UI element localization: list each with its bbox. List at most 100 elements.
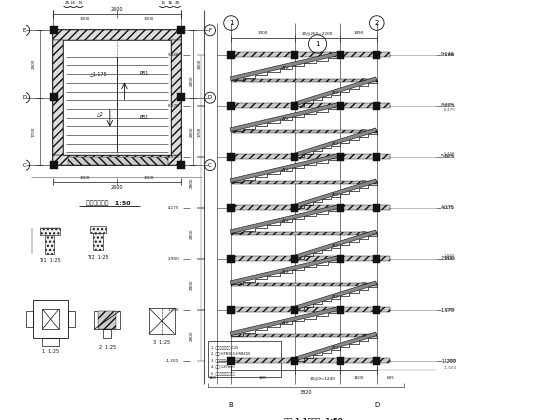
Bar: [104, 329, 111, 338]
Text: 3. 保护层厚度:15mm: 3. 保护层厚度:15mm: [211, 358, 239, 362]
Polygon shape: [293, 77, 377, 106]
Polygon shape: [230, 102, 340, 131]
Bar: [337, 357, 344, 365]
Text: TZI: TZI: [360, 231, 366, 236]
Bar: [178, 26, 185, 34]
Text: 5.875: 5.875: [441, 155, 455, 160]
Text: 4.175: 4.175: [441, 205, 455, 210]
Text: 2900: 2900: [190, 228, 194, 239]
Bar: [227, 357, 235, 365]
Text: 1.170: 1.170: [444, 308, 455, 312]
Text: 1: 1: [315, 41, 320, 47]
Text: TI2  1:25: TI2 1:25: [87, 255, 109, 260]
Bar: [337, 306, 344, 314]
Polygon shape: [230, 153, 340, 182]
Bar: [94, 234, 102, 250]
Bar: [178, 93, 185, 101]
Bar: [231, 79, 377, 82]
Text: -1.200: -1.200: [444, 359, 456, 363]
Bar: [337, 255, 344, 262]
Bar: [227, 255, 235, 262]
Text: AT2: AT2: [332, 193, 339, 197]
Polygon shape: [230, 255, 340, 284]
Text: F: F: [208, 28, 212, 33]
Text: 2900: 2900: [190, 126, 194, 136]
Polygon shape: [293, 332, 377, 361]
Bar: [373, 102, 380, 110]
Text: 3  1:25: 3 1:25: [153, 340, 170, 345]
Text: 605: 605: [386, 376, 394, 381]
Text: 120: 120: [259, 376, 267, 381]
Polygon shape: [230, 51, 340, 80]
Bar: [68, 157, 168, 165]
Bar: [231, 307, 390, 312]
Text: N: N: [78, 1, 81, 5]
Text: AT2: AT2: [332, 91, 339, 95]
Text: -1.200: -1.200: [166, 359, 179, 363]
Text: 8.375: 8.375: [444, 108, 455, 113]
Text: 1300: 1300: [144, 176, 154, 180]
Polygon shape: [293, 179, 377, 208]
Text: 9.146: 9.146: [444, 53, 455, 57]
Text: TZI: TZI: [360, 79, 366, 82]
Text: 3820: 3820: [300, 391, 312, 395]
Bar: [337, 153, 344, 160]
Bar: [50, 93, 58, 101]
Text: E: E: [22, 28, 26, 33]
Bar: [43, 338, 59, 346]
Bar: [231, 232, 377, 235]
Text: 160: 160: [209, 376, 217, 381]
Text: TI1  1:25: TI1 1:25: [39, 258, 60, 263]
Bar: [227, 51, 235, 58]
Text: AT2: AT2: [282, 168, 290, 172]
Text: AT2: AT2: [332, 295, 339, 299]
Bar: [90, 226, 106, 234]
Bar: [291, 153, 298, 160]
Bar: [53, 155, 181, 165]
Text: 1: 1: [229, 20, 234, 26]
Bar: [68, 311, 75, 327]
Text: 1300: 1300: [80, 17, 90, 21]
Text: 5.875: 5.875: [167, 155, 179, 159]
Text: △2: △2: [97, 111, 104, 116]
Text: D: D: [208, 95, 212, 100]
Text: 5. 详见结构设计总说明: 5. 详见结构设计总说明: [211, 371, 235, 375]
Text: 2600: 2600: [111, 185, 123, 190]
Polygon shape: [293, 230, 377, 259]
Text: TZI: TZI: [360, 333, 366, 338]
Bar: [373, 204, 380, 212]
Text: 25: 25: [64, 1, 69, 5]
Bar: [373, 306, 380, 314]
Bar: [45, 235, 54, 254]
Text: 8.375: 8.375: [444, 104, 455, 108]
Bar: [373, 357, 380, 365]
Bar: [337, 51, 344, 58]
Polygon shape: [230, 205, 340, 234]
Text: △1.175: △1.175: [90, 71, 108, 76]
Bar: [53, 40, 63, 155]
Text: 1.170: 1.170: [441, 307, 455, 312]
Text: C: C: [208, 163, 212, 168]
Text: D: D: [374, 402, 380, 408]
Text: D: D: [22, 95, 26, 100]
Bar: [53, 30, 181, 40]
Text: PB1: PB1: [140, 71, 149, 76]
Bar: [50, 26, 58, 34]
Text: 1300: 1300: [144, 17, 154, 21]
Text: 1  1:25: 1 1:25: [42, 349, 59, 354]
Polygon shape: [293, 128, 377, 157]
Text: 1300: 1300: [258, 31, 268, 35]
Text: B: B: [161, 1, 164, 5]
Bar: [94, 311, 120, 329]
Text: 2  1:25: 2 1:25: [99, 345, 116, 350]
Polygon shape: [293, 281, 377, 310]
Bar: [337, 204, 344, 212]
Bar: [208, 341, 281, 378]
Text: 2900: 2900: [190, 177, 194, 188]
Text: 1. 混凝土强度等级:C25: 1. 混凝土强度等级:C25: [211, 345, 239, 349]
Text: 1900: 1900: [197, 59, 201, 69]
Bar: [231, 181, 377, 184]
Text: 1700: 1700: [31, 126, 35, 136]
Bar: [231, 52, 390, 57]
Bar: [231, 154, 390, 159]
